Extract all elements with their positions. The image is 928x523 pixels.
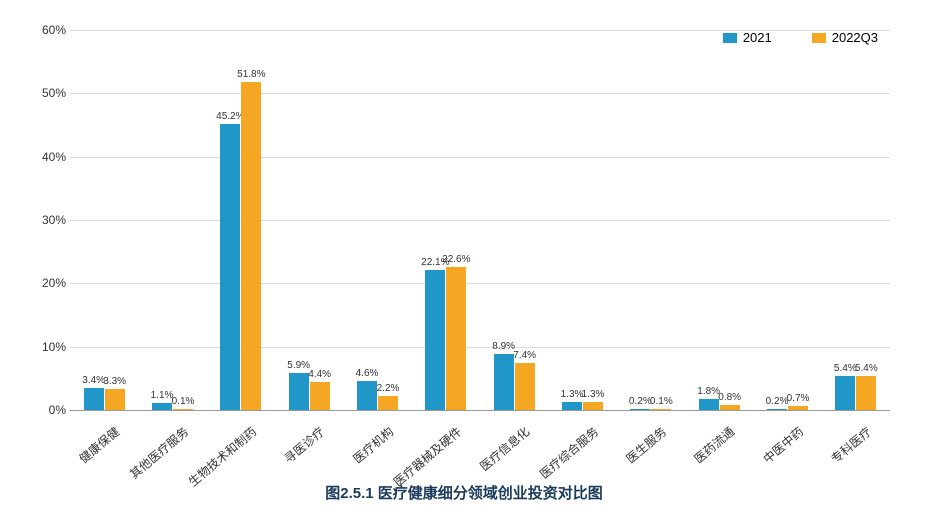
bar-group: 22.1%22.6% xyxy=(425,267,466,410)
plot-area: 0%10%20%30%40%50%60% 3.4%3.3%1.1%0.1%45.… xyxy=(70,30,890,411)
x-tick-label: 其他医疗服务 xyxy=(125,423,191,482)
bar: 1.3% xyxy=(583,402,603,410)
x-tick-label: 医疗信息化 xyxy=(476,423,533,475)
bar-value-label: 3.4% xyxy=(82,375,105,386)
bar-value-label: 22.6% xyxy=(442,254,470,265)
bar-value-label: 0.8% xyxy=(718,392,741,403)
y-tick-label: 30% xyxy=(28,213,66,227)
x-tick-label: 中医中药 xyxy=(759,423,807,467)
x-tick-label: 健康保健 xyxy=(75,423,123,467)
bar: 0.2% xyxy=(767,409,787,410)
bar: 8.9% xyxy=(494,354,514,410)
bar: 3.4% xyxy=(84,388,104,410)
bar-value-label: 0.2% xyxy=(766,396,789,407)
bar-group: 45.2%51.8% xyxy=(220,82,261,410)
bar-value-label: 4.4% xyxy=(308,369,331,380)
x-tick-label: 专科医疗 xyxy=(827,423,875,467)
bar: 5.4% xyxy=(856,376,876,410)
bar: 22.6% xyxy=(446,267,466,410)
bar-value-label: 8.9% xyxy=(492,341,515,352)
bar-group: 5.4%5.4% xyxy=(835,376,876,410)
bar-value-label: 1.3% xyxy=(582,389,605,400)
bar: 7.4% xyxy=(515,363,535,410)
legend-swatch-2022q3 xyxy=(812,33,826,43)
bar: 3.3% xyxy=(105,389,125,410)
bar-value-label: 2.2% xyxy=(377,383,400,394)
bar-group: 3.4%3.3% xyxy=(84,388,125,410)
chart-caption: 图2.5.1 医疗健康细分领域创业投资对比图 xyxy=(20,482,908,503)
bar-value-label: 45.2% xyxy=(216,111,244,122)
bar-value-label: 7.4% xyxy=(513,350,536,361)
x-tick-label: 寻医诊疗 xyxy=(280,423,328,467)
bar-value-label: 5.4% xyxy=(834,363,857,374)
bars-layer: 3.4%3.3%1.1%0.1%45.2%51.8%5.9%4.4%4.6%2.… xyxy=(70,30,890,410)
bar: 4.6% xyxy=(357,381,377,410)
bar: 0.1% xyxy=(651,409,671,410)
y-tick-label: 50% xyxy=(28,86,66,100)
bar-value-label: 1.8% xyxy=(697,386,720,397)
bar: 0.8% xyxy=(720,405,740,410)
bar-group: 8.9%7.4% xyxy=(494,354,535,410)
bar: 1.3% xyxy=(562,402,582,410)
bar: 45.2% xyxy=(220,124,240,410)
x-tick-label: 医生服务 xyxy=(622,423,670,467)
legend-item-2021: 2021 xyxy=(723,30,772,45)
x-tick-label: 医疗机构 xyxy=(349,423,397,467)
bar: 1.8% xyxy=(699,399,719,410)
y-tick-label: 0% xyxy=(28,403,66,417)
bar-value-label: 5.9% xyxy=(287,360,310,371)
bar: 5.9% xyxy=(289,373,309,410)
bar-group: 1.8%0.8% xyxy=(699,399,740,410)
bar: 0.7% xyxy=(788,406,808,410)
bar-value-label: 0.2% xyxy=(629,396,652,407)
bar-group: 0.2%0.7% xyxy=(767,406,808,410)
bar-value-label: 51.8% xyxy=(237,69,265,80)
bar: 0.1% xyxy=(173,409,193,410)
bar-value-label: 0.7% xyxy=(787,393,810,404)
bar: 51.8% xyxy=(241,82,261,410)
bar-value-label: 4.6% xyxy=(356,368,379,379)
bar-group: 5.9%4.4% xyxy=(289,373,330,410)
legend: 2021 2022Q3 xyxy=(723,30,878,45)
y-tick-label: 20% xyxy=(28,276,66,290)
bar-value-label: 1.1% xyxy=(151,390,174,401)
bar-value-label: 0.1% xyxy=(650,396,673,407)
bar: 2.2% xyxy=(378,396,398,410)
x-axis-labels: 健康保健其他医疗服务生物技术和制药寻医诊疗医疗机构医疗器械及硬件医疗信息化医疗综… xyxy=(70,415,890,475)
bar-value-label: 5.4% xyxy=(855,363,878,374)
chart-container: 0%10%20%30%40%50%60% 3.4%3.3%1.1%0.1%45.… xyxy=(20,20,908,503)
bar: 1.1% xyxy=(152,403,172,410)
legend-swatch-2021 xyxy=(723,33,737,43)
bar-group: 1.1%0.1% xyxy=(152,403,193,410)
y-tick-label: 40% xyxy=(28,150,66,164)
bar: 22.1% xyxy=(425,270,445,410)
legend-label-2021: 2021 xyxy=(743,30,772,45)
bar-group: 1.3%1.3% xyxy=(562,402,603,410)
bar-value-label: 3.3% xyxy=(103,376,126,387)
y-tick-label: 60% xyxy=(28,23,66,37)
bar-group: 4.6%2.2% xyxy=(357,381,398,410)
x-tick-label: 生物技术和制药 xyxy=(184,423,259,490)
x-tick-label: 医疗器械及硬件 xyxy=(389,423,464,490)
bar-value-label: 0.1% xyxy=(172,396,195,407)
bar: 4.4% xyxy=(310,382,330,410)
legend-label-2022q3: 2022Q3 xyxy=(832,30,878,45)
y-tick-label: 10% xyxy=(28,340,66,354)
bar: 0.2% xyxy=(630,409,650,410)
bar-value-label: 1.3% xyxy=(561,389,584,400)
legend-item-2022q3: 2022Q3 xyxy=(812,30,878,45)
x-tick-label: 医疗综合服务 xyxy=(535,423,601,482)
bar: 5.4% xyxy=(835,376,855,410)
x-tick-label: 医药流通 xyxy=(690,423,738,467)
bar-group: 0.2%0.1% xyxy=(630,409,671,410)
